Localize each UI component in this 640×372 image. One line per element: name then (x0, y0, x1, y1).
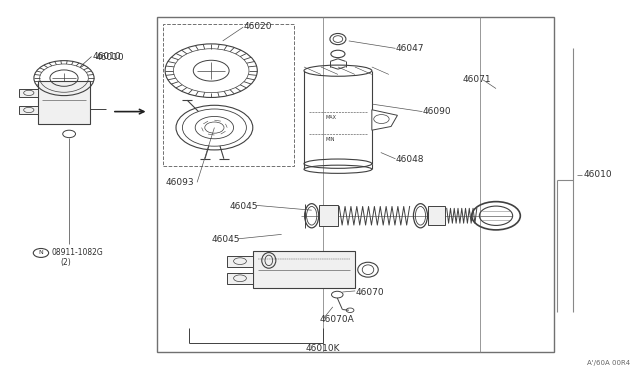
Polygon shape (372, 110, 397, 130)
Bar (253, 251, 355, 288)
Text: 46047: 46047 (396, 44, 424, 53)
Text: 46020: 46020 (243, 22, 272, 31)
Text: 46010K: 46010K (306, 344, 340, 353)
Text: 46010: 46010 (96, 53, 125, 62)
Text: 46090: 46090 (422, 107, 451, 116)
Bar (227, 256, 253, 267)
Text: 08911-1082G: 08911-1082G (51, 248, 103, 257)
Text: 46048: 46048 (396, 155, 424, 164)
Bar (19, 89, 38, 97)
Text: 46045: 46045 (229, 202, 258, 211)
Bar (428, 206, 445, 225)
Text: N: N (38, 250, 44, 256)
Text: 46070A: 46070A (320, 315, 355, 324)
Text: MAX: MAX (325, 115, 336, 120)
Text: (2): (2) (60, 258, 71, 267)
Bar (19, 106, 38, 114)
Text: 46010: 46010 (93, 52, 122, 61)
Bar (227, 273, 253, 284)
Text: 46070: 46070 (355, 288, 384, 296)
Bar (319, 205, 338, 226)
Text: A'/60A 00R4: A'/60A 00R4 (588, 360, 630, 366)
Bar (163, 24, 294, 166)
Text: 46010: 46010 (584, 170, 612, 179)
Text: MIN: MIN (325, 137, 335, 142)
Text: 46045: 46045 (211, 235, 240, 244)
Text: 46071: 46071 (462, 76, 491, 84)
Text: 46093: 46093 (165, 178, 194, 187)
Bar (38, 81, 90, 124)
Bar (157, 17, 554, 352)
